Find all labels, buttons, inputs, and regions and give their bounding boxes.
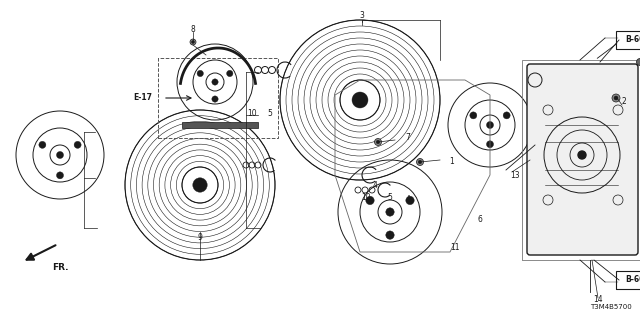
- Circle shape: [419, 160, 422, 164]
- Text: 1: 1: [450, 157, 454, 166]
- Text: 7: 7: [406, 133, 410, 142]
- Text: 4: 4: [406, 196, 410, 204]
- Circle shape: [366, 196, 374, 205]
- Circle shape: [578, 151, 586, 159]
- Bar: [158, 58, 278, 138]
- Text: 4: 4: [372, 180, 378, 189]
- Circle shape: [637, 59, 640, 66]
- Circle shape: [227, 70, 233, 76]
- Circle shape: [74, 141, 81, 148]
- Circle shape: [470, 112, 477, 119]
- Text: 9: 9: [198, 234, 202, 243]
- Circle shape: [612, 94, 620, 102]
- Circle shape: [191, 41, 195, 44]
- Text: 10: 10: [361, 194, 371, 203]
- Text: 6: 6: [477, 215, 483, 225]
- Circle shape: [486, 122, 493, 129]
- Text: B-60: B-60: [625, 36, 640, 44]
- Circle shape: [417, 158, 424, 165]
- Text: 14: 14: [593, 295, 603, 305]
- Circle shape: [376, 140, 380, 144]
- Circle shape: [56, 151, 63, 158]
- Circle shape: [193, 178, 207, 192]
- Text: 5: 5: [388, 194, 392, 203]
- Text: 2: 2: [621, 98, 627, 107]
- Text: 11: 11: [451, 244, 460, 252]
- Text: E-17: E-17: [133, 93, 152, 102]
- Text: 8: 8: [191, 26, 195, 35]
- Text: 5: 5: [268, 108, 273, 117]
- Text: FR.: FR.: [52, 263, 68, 273]
- Circle shape: [212, 96, 218, 102]
- Text: 10: 10: [247, 108, 257, 117]
- Circle shape: [386, 231, 394, 239]
- Circle shape: [374, 139, 381, 146]
- Text: T3M4B5700: T3M4B5700: [590, 304, 632, 310]
- Text: 13: 13: [510, 171, 520, 180]
- Circle shape: [190, 39, 196, 45]
- Text: 3: 3: [360, 11, 364, 20]
- FancyBboxPatch shape: [527, 64, 638, 255]
- Circle shape: [614, 96, 618, 100]
- Circle shape: [386, 208, 394, 216]
- Circle shape: [39, 141, 46, 148]
- Circle shape: [406, 196, 414, 205]
- Circle shape: [486, 141, 493, 148]
- Circle shape: [503, 112, 510, 119]
- Text: B-60: B-60: [625, 276, 640, 284]
- Polygon shape: [182, 122, 258, 128]
- Bar: [522, 60, 640, 260]
- Circle shape: [56, 172, 63, 179]
- Circle shape: [212, 79, 218, 85]
- Circle shape: [197, 70, 204, 76]
- Circle shape: [352, 92, 368, 108]
